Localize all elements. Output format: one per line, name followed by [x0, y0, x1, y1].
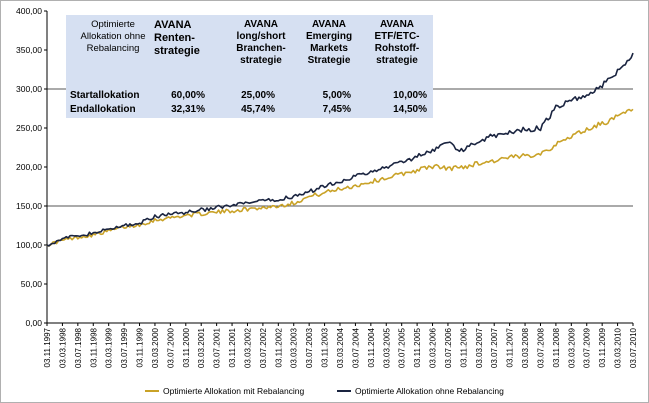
series-line-1: [46, 108, 634, 247]
table-header-4: AVANA ETF/ETC-Rohstoff-strategie: [374, 19, 420, 66]
x-tick-label: 03.07.1998: [74, 327, 83, 368]
table-row-end: Endallokation 32,31% 45,74% 7,45% 14,50%: [70, 104, 427, 117]
x-tick-label: 03.07.2008: [536, 327, 545, 368]
x-tick-label: 03.03.2009: [567, 327, 576, 368]
series-line-2: [46, 52, 634, 247]
x-tick-label: 03.11.2000: [182, 327, 191, 367]
y-tick-label: 350,00: [16, 45, 42, 55]
x-tick-label: 03.03.2001: [197, 327, 206, 368]
x-tick-label: 03.07.2004: [351, 327, 360, 368]
x-tick-label: 03.11.2008: [552, 327, 561, 367]
row-value: 32,31%: [171, 104, 205, 115]
x-tick-label: 03.03.2000: [151, 327, 160, 368]
table-header-1: AVANA Renten-strategie: [154, 19, 200, 57]
y-tick-label: 50,00: [21, 279, 43, 289]
row-label: Startallokation: [70, 90, 140, 101]
x-tick-label: 03.03.2007: [475, 327, 484, 368]
y-tick-label: 200,00: [16, 162, 42, 172]
x-tick-label: 03.03.2010: [614, 327, 623, 368]
x-tick-label: 03.11.1998: [89, 327, 98, 367]
x-tick-label: 03.11.2001: [228, 327, 237, 367]
x-tick-label: 03.03.2008: [521, 327, 530, 368]
x-tick-label: 03.07.2001: [213, 327, 222, 368]
y-tick-label: 400,00: [16, 6, 42, 16]
x-tick-label: 03.11.2004: [367, 327, 376, 367]
x-tick-label: 03.07.2007: [490, 327, 499, 368]
x-tick-label: 03.07.2000: [166, 327, 175, 368]
y-tick-label: 150,00: [16, 201, 42, 211]
table-row-start: Startallokation 60,00% 25,00% 5,00% 10,0…: [70, 90, 427, 103]
x-tick-label: 03.03.2003: [290, 327, 299, 368]
row-value: 25,00%: [241, 90, 275, 101]
y-tick-label: 0,00: [25, 318, 42, 328]
row-value: 45,74%: [241, 104, 275, 115]
x-tick-label: 03.11.2003: [321, 327, 330, 367]
x-tick-label: 03.07.2002: [259, 327, 268, 368]
x-tick-label: 03.07.2005: [398, 327, 407, 368]
x-tick-label: 03.11.2009: [598, 327, 607, 367]
x-tick-label: 03.11.2007: [506, 327, 515, 367]
x-tick-label: 03.03.1999: [105, 327, 114, 368]
x-tick-label: 03.11.2006: [459, 327, 468, 367]
x-tick-label: 03.07.2010: [629, 327, 638, 368]
x-tick-label: 03.03.2002: [243, 327, 252, 368]
row-value: 60,00%: [171, 90, 205, 101]
x-tick-label: 03.03.2004: [336, 327, 345, 368]
row-value: 5,00%: [322, 90, 351, 101]
y-tick-label: 100,00: [16, 240, 42, 250]
allocation-table: Optimierte Allokation ohne Rebalancing A…: [66, 15, 433, 118]
x-tick-label: 03.11.1999: [136, 327, 145, 367]
y-tick-label: 250,00: [16, 123, 42, 133]
x-tick-label: 03.11.1997: [43, 327, 52, 367]
row-value: 14,50%: [393, 104, 427, 115]
row-value: 7,45%: [322, 104, 351, 115]
row-label: Endallokation: [70, 104, 136, 115]
row-value: 10,00%: [393, 90, 427, 101]
series-lines: [46, 52, 634, 247]
x-tick-label: 03.07.2006: [444, 327, 453, 368]
table-header-0: Optimierte Allokation ohne Rebalancing: [80, 19, 146, 54]
x-tick-label: 03.07.2003: [305, 327, 314, 368]
y-tick-label: 300,00: [16, 84, 42, 94]
x-tick-label: 03.11.2002: [274, 327, 283, 367]
x-tick-label: 03.03.2006: [429, 327, 438, 368]
table-header-2: AVANA long/short Branchen-strategie: [236, 19, 286, 66]
table-header-3: AVANA Emerging Markets Strategie: [305, 19, 353, 66]
x-tick-label: 03.11.2005: [413, 327, 422, 367]
x-axis: 03.11.1997 03.03.1998 03.07.1998 03.11.1998…: [43, 322, 638, 368]
x-tick-label: 03.03.1998: [58, 327, 67, 368]
legend-label-2: Optimierte Allokation ohne Rebalancing: [355, 386, 504, 396]
y-axis: 0,00 50,00 100,00 150,00 200,00 250,00 300,00 3…: [16, 6, 48, 328]
x-tick-label: 03.07.1999: [120, 327, 129, 368]
legend: Optimierte Allokation mit Rebalancing Opt…: [145, 386, 504, 396]
x-tick-label: 03.07.2009: [583, 327, 592, 368]
legend-label-1: Optimierte Allokation mit Rebalancing: [163, 386, 305, 396]
x-tick-label: 03.03.2005: [382, 327, 391, 368]
